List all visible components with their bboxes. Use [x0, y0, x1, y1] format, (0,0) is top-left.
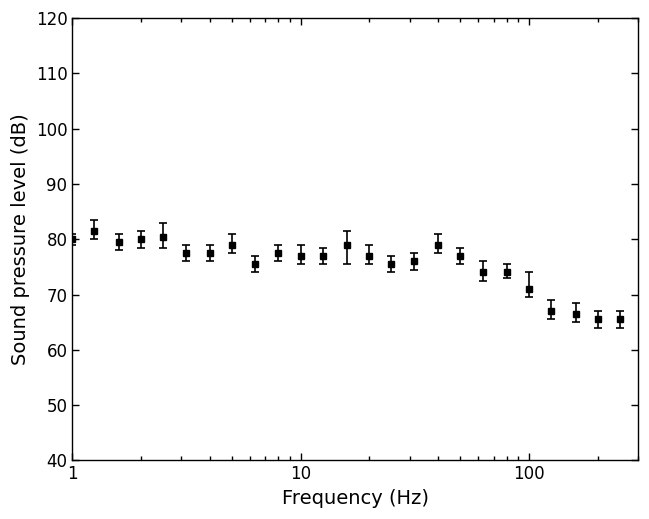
- X-axis label: Frequency (Hz): Frequency (Hz): [282, 489, 428, 508]
- Y-axis label: Sound pressure level (dB): Sound pressure level (dB): [11, 114, 30, 365]
